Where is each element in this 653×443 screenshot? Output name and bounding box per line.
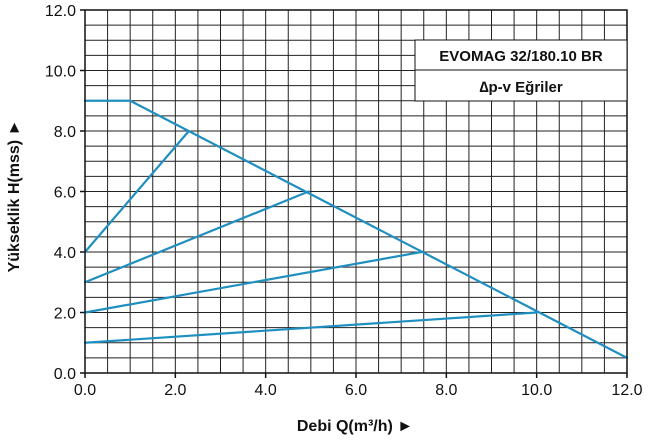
x-tick-label: 6.0 xyxy=(345,382,367,399)
series-line-1 xyxy=(83,99,629,359)
x-axis-ticks: 0.0 2.0 4.0 6.0 8.0 10.0 12.0 xyxy=(74,373,643,399)
y-tick-label: 0.0 xyxy=(54,366,76,383)
x-tick-label: 8.0 xyxy=(435,382,457,399)
series-line-2 xyxy=(83,129,190,254)
legend-box: EVOMAG 32/180.10 BR ∆p-v Eğriler xyxy=(414,39,628,102)
series-line-4 xyxy=(83,250,423,314)
y-tick-label: 6.0 xyxy=(54,185,76,202)
series-line-3 xyxy=(83,190,310,284)
y-tick-label: 10.0 xyxy=(45,64,76,81)
y-tick-label: 4.0 xyxy=(54,245,76,262)
x-tick-label: 0.0 xyxy=(74,382,96,399)
y-axis-ticks: 0.0 2.0 4.0 6.0 8.0 10.0 12.0 xyxy=(45,3,85,383)
y-tick-label: 12.0 xyxy=(45,3,76,20)
x-tick-label: 4.0 xyxy=(255,382,277,399)
legend-title: EVOMAG 32/180.10 BR xyxy=(439,48,603,65)
series-line-5 xyxy=(83,311,538,344)
plot-frame xyxy=(84,9,628,374)
y-axis-title: Yükseklik H(mss) ► xyxy=(6,120,23,273)
x-axis-title: Debi Q(m³/h) ► xyxy=(297,418,413,435)
x-tick-label: 12.0 xyxy=(611,382,642,399)
y-tick-label: 2.0 xyxy=(54,306,76,323)
series-group xyxy=(83,99,629,359)
y-tick-label: 8.0 xyxy=(54,124,76,141)
x-tick-label: 2.0 xyxy=(164,382,186,399)
legend-subtitle: ∆p-v Eğriler xyxy=(479,79,563,96)
x-tick-label: 10.0 xyxy=(521,382,552,399)
